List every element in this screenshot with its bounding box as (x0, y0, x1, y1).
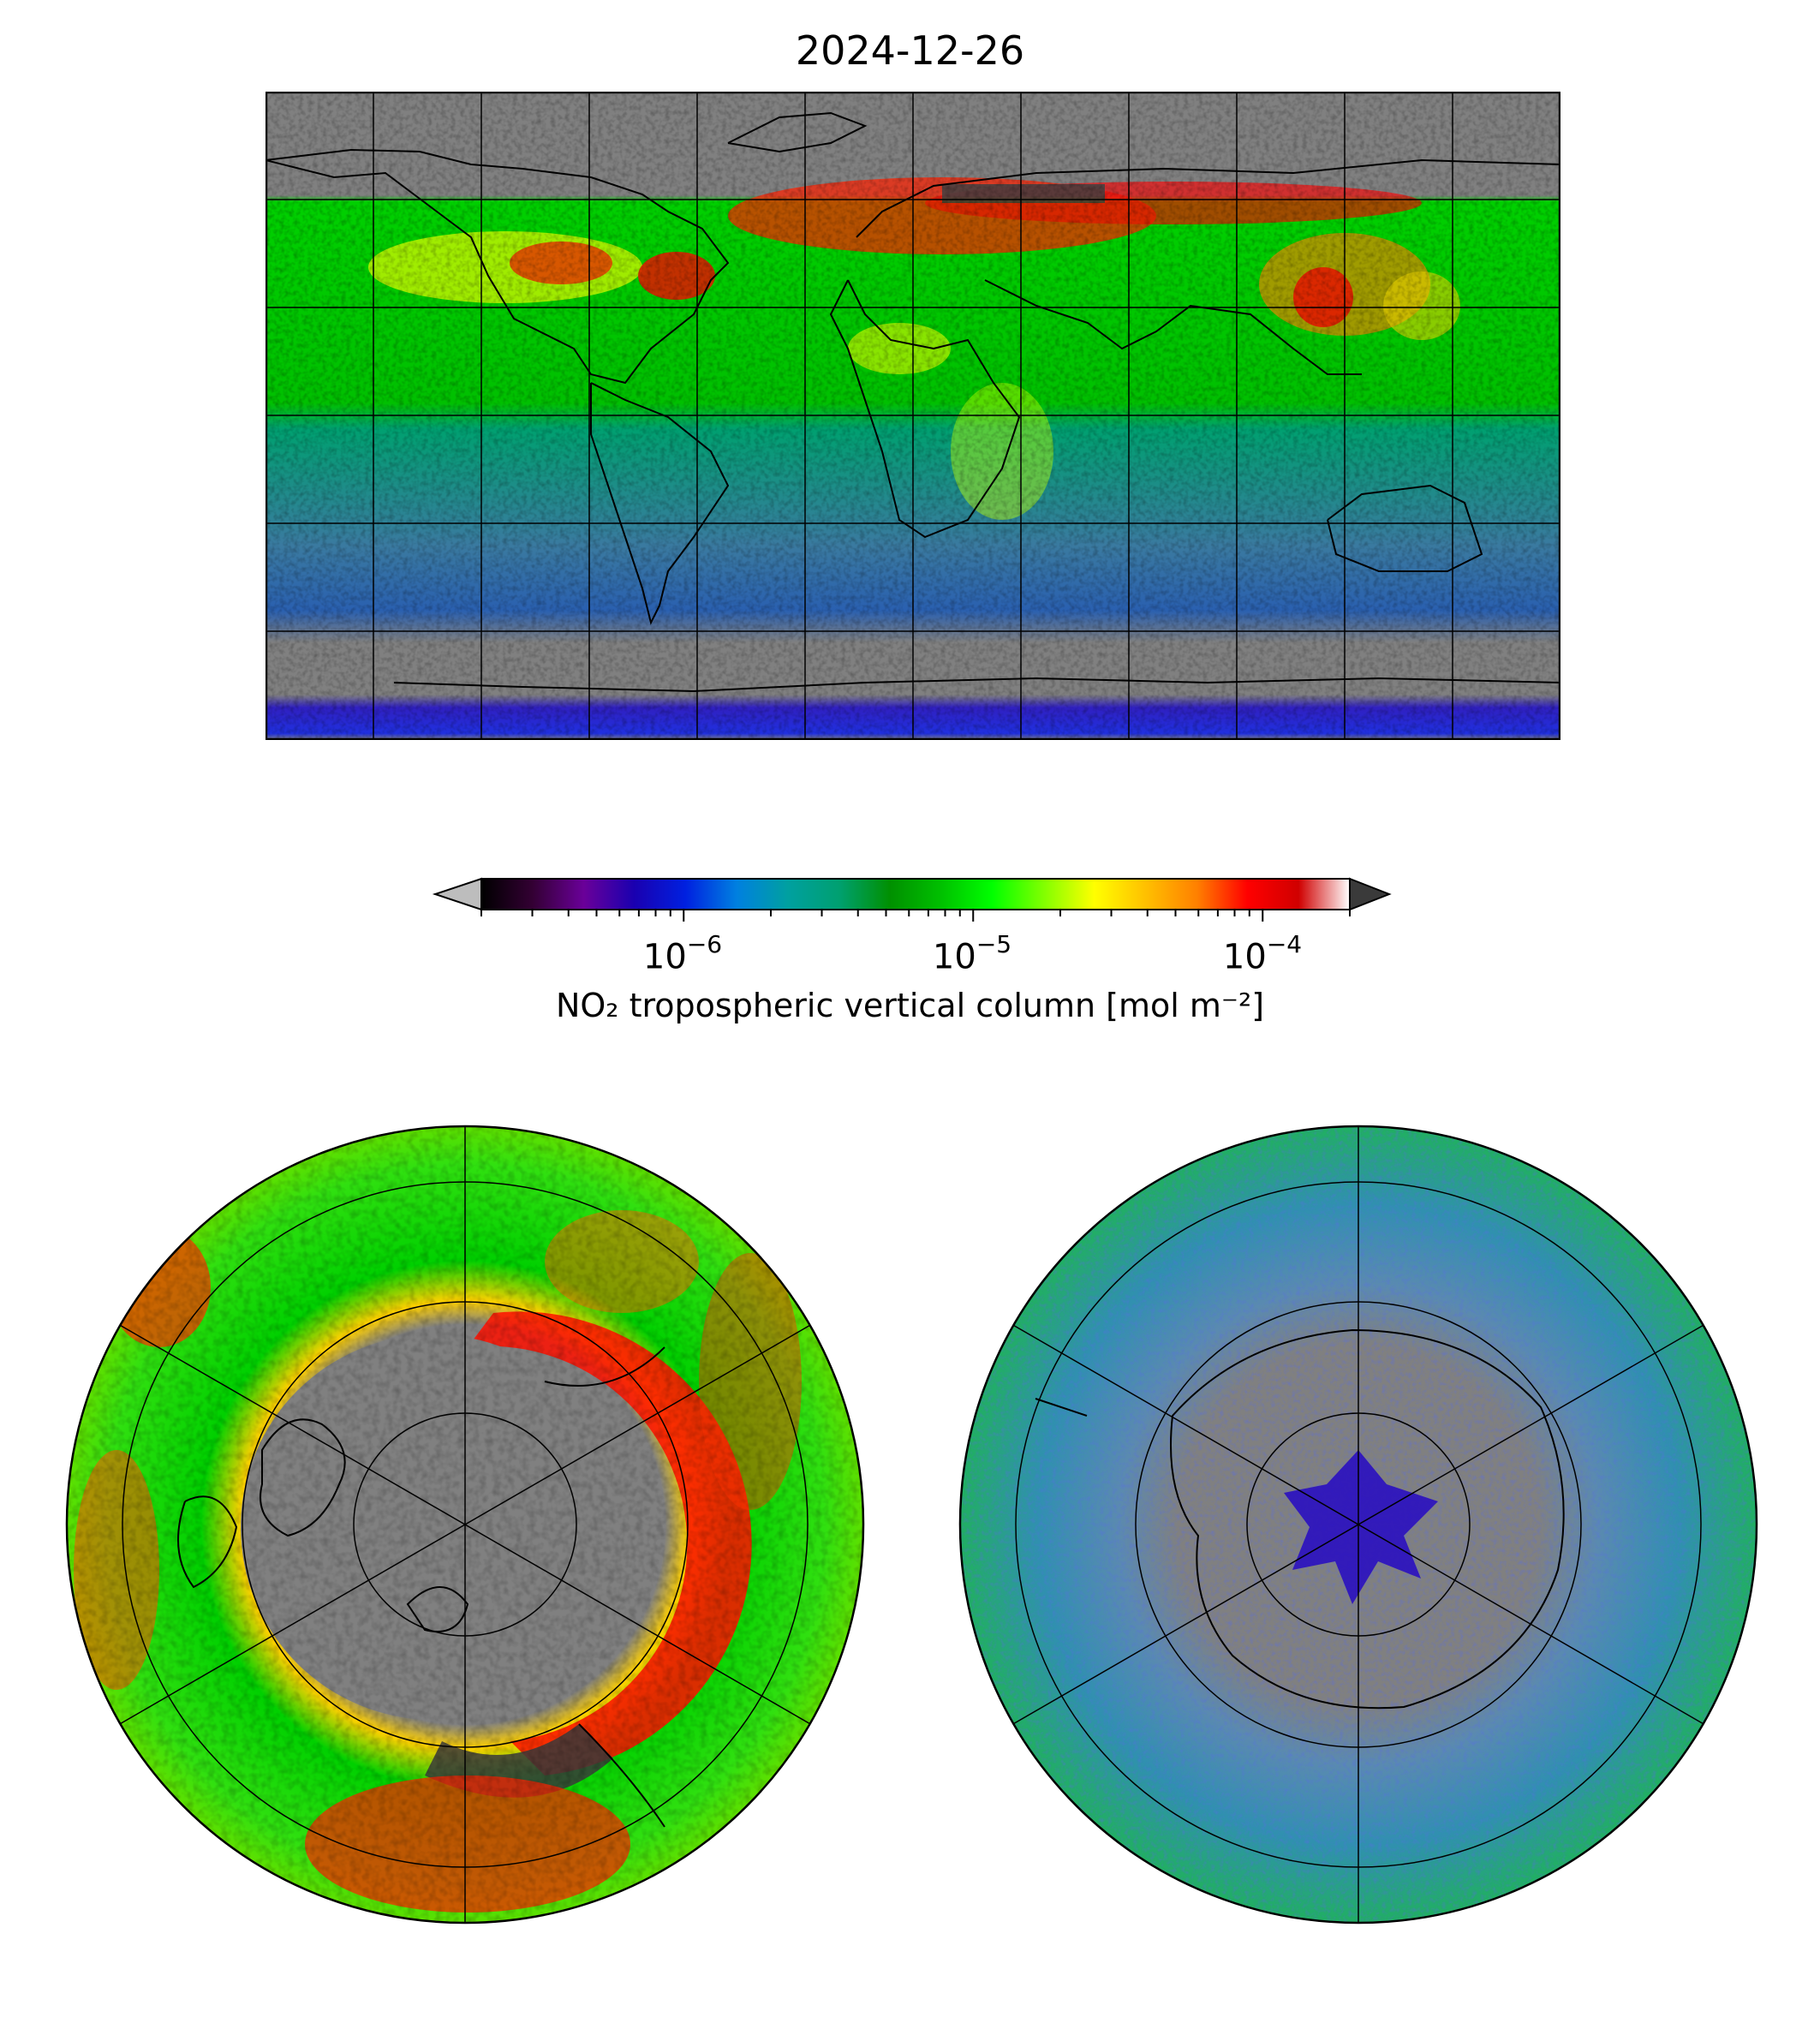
colorbar-tick-label: 10−5 (932, 930, 1012, 977)
world-map (266, 92, 1560, 740)
colorbar-over-arrow (1349, 877, 1392, 911)
south-graticule (1011, 1126, 1706, 1923)
south-center-feature (1284, 1450, 1438, 1604)
plot-title: 2024-12-26 (795, 27, 1025, 74)
north-coastlines (177, 1346, 665, 1828)
north-polar-map (65, 1125, 865, 1925)
colorbar-label: NO₂ tropospheric vertical column [mol m⁻… (555, 987, 1265, 1024)
world-graticule (266, 92, 1560, 740)
world-coastlines (266, 111, 1560, 693)
colorbar-tick-label: 10−4 (1222, 930, 1303, 977)
colorbar (432, 877, 1392, 922)
colorbar-under-arrow (432, 877, 482, 911)
colorbar-gradient (480, 878, 1351, 910)
north-graticule (117, 1126, 813, 1923)
colorbar-tick-label: 10−6 (642, 930, 723, 977)
south-polar-map (958, 1125, 1758, 1925)
